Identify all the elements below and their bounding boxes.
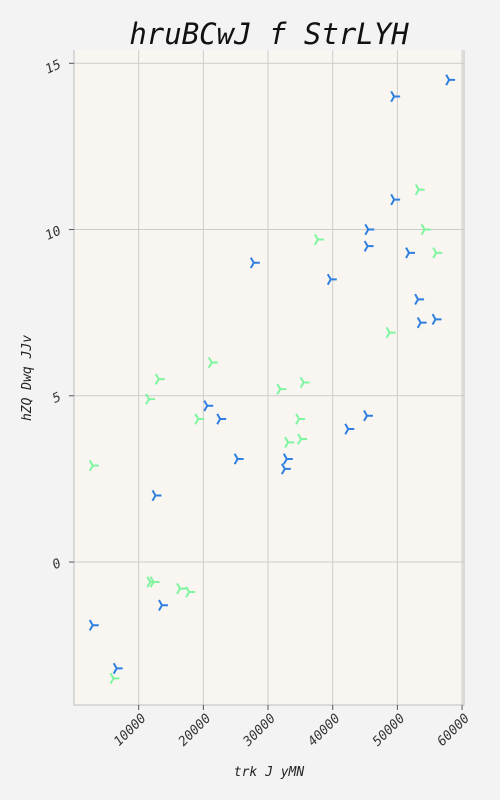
y-tick-label: 15 <box>43 57 64 77</box>
x-tick-label: 20000 <box>176 711 214 749</box>
x-tick-label: 50000 <box>370 711 408 749</box>
x-tick-label: 40000 <box>305 711 343 749</box>
x-tick-label: 30000 <box>240 711 279 750</box>
chart-title: hruBCwJ f StrLYH <box>129 17 409 51</box>
y-axis-label: hZQ Dwq JJv <box>20 335 35 421</box>
plot-area <box>74 50 464 705</box>
y-tick-label: 5 <box>50 390 64 407</box>
x-tick-label: 60000 <box>435 711 473 749</box>
y-tick-label: 10 <box>43 224 64 244</box>
x-tick-label: 10000 <box>111 711 149 749</box>
x-axis-label: trk J yMN <box>234 765 305 780</box>
y-tick-label: 0 <box>50 556 64 573</box>
